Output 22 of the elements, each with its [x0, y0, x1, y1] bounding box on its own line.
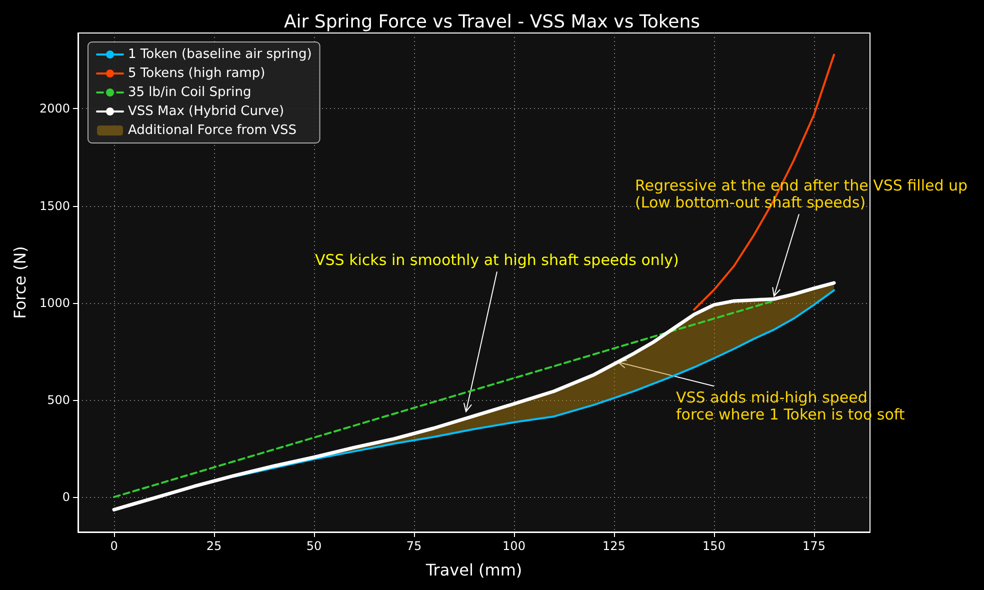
y-tick-label: 500 [47, 392, 70, 407]
legend-label: 1 Token (baseline air spring) [128, 47, 312, 62]
legend-label: Additional Force from VSS [128, 123, 296, 138]
y-tick-label: 2000 [39, 102, 70, 116]
y-tick-label: 1000 [39, 296, 70, 310]
x-tick-label: 150 [702, 539, 726, 553]
x-tick-label: 25 [206, 539, 222, 553]
y-tick-label: 0 [62, 490, 70, 504]
x-tick-label: 50 [306, 539, 322, 553]
x-tick-label: 125 [602, 539, 626, 553]
x-tick-label: 100 [502, 539, 526, 553]
annotation: VSS kicks in smoothly at high shaft speeds only) [315, 251, 679, 270]
legend-label: 35 lb/in Coil Spring [128, 85, 252, 100]
y-tick-label: 1500 [39, 198, 70, 213]
legend-label: VSS Max (Hybrid Curve) [128, 104, 284, 119]
chart-title: Air Spring Force vs Travel - VSS Max vs Tokens [284, 12, 700, 32]
x-tick-label: 0 [110, 539, 118, 553]
y-axis-title: Force (N) [10, 246, 30, 319]
legend-label: 5 Tokens (high ramp) [128, 66, 266, 81]
x-tick-label: 75 [406, 539, 422, 553]
x-tick-label: 175 [802, 539, 826, 553]
x-axis-title: Travel (mm) [424, 560, 522, 580]
